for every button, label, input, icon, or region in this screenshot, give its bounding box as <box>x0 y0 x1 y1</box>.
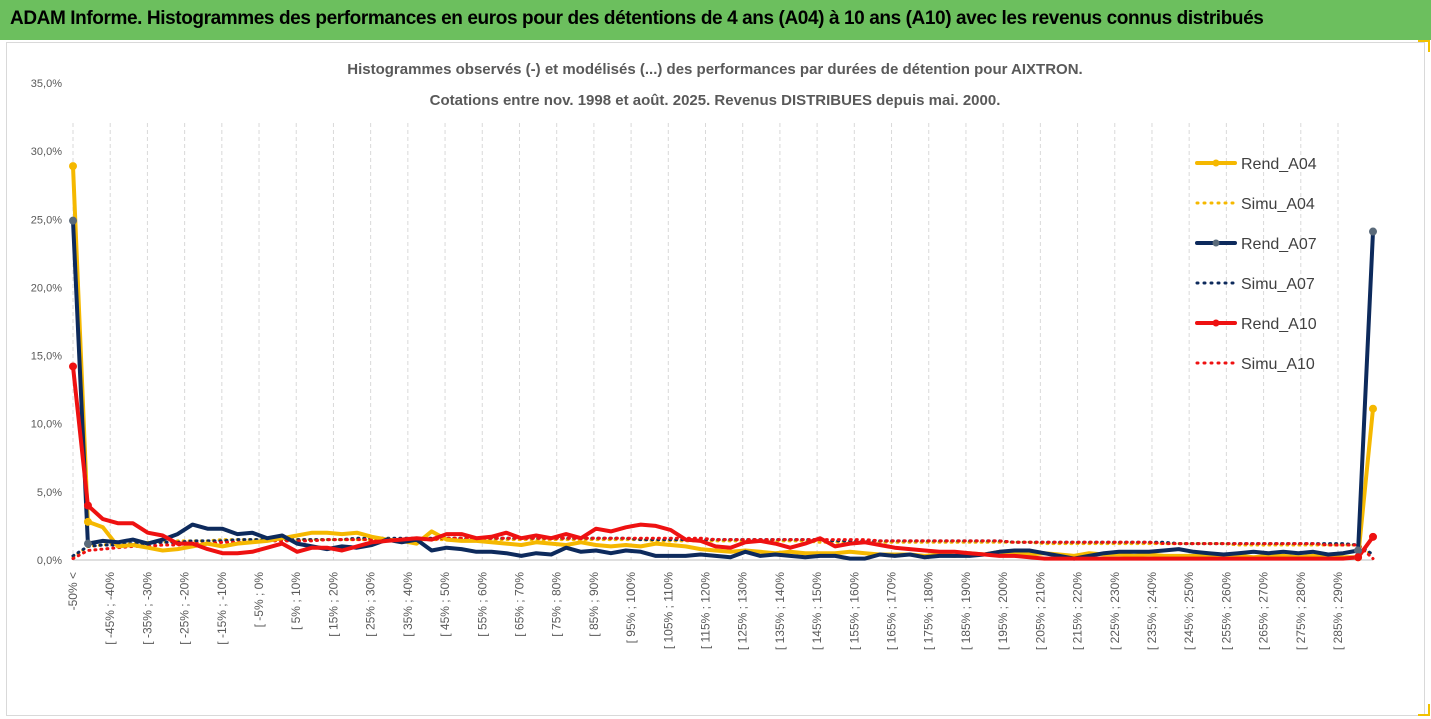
legend: Rend_A04 Simu_A04 Rend_A07 Simu_A07 Rend_A10… <box>1195 156 1317 373</box>
chart-subtitle: Cotations entre nov. 1998 et août. 2025.… <box>430 92 1001 109</box>
report-title: ADAM Informe. Histogrammes des performan… <box>10 8 1264 29</box>
x-tick-label: [ 85% ; 90% <box>587 572 601 637</box>
selection-handle-bottom-right <box>1418 704 1430 716</box>
x-tick-label: [ 55% ; 60% <box>475 572 489 637</box>
x-tick-label: [ 265% ; 270% <box>1257 572 1271 650</box>
x-tick-label: [ 285% ; 290% <box>1331 572 1345 650</box>
x-tick-label: [ 225% ; 230% <box>1108 572 1122 650</box>
x-tick-label: [ 135% ; 140% <box>773 572 787 650</box>
data-point-Rend_A10 <box>69 362 77 371</box>
x-tick-label: [ -45% ; -40% <box>103 572 117 645</box>
x-tick-label: [ 115% ; 120% <box>699 572 713 649</box>
x-tick-label: [ 125% ; 130% <box>736 572 750 650</box>
x-tick-label: [ 205% ; 210% <box>1033 572 1047 650</box>
x-tick-label: [ 165% ; 170% <box>885 572 899 650</box>
y-tick-label: 5,0% <box>37 487 62 499</box>
x-tick-label: -50% < <box>66 572 80 610</box>
chart-text: Histogrammes observés (-) et modélisés (… <box>347 61 1082 109</box>
data-point-Rend_A10 <box>1354 553 1363 562</box>
chart-area: 0,0% 5,0% 10,0% 15,0% 20,0% 25,0% 30,0% 35,0% -5… <box>6 42 1425 716</box>
x-tick-label: [ -25% ; -20% <box>178 572 192 645</box>
x-tick-label: [ 255% ; 260% <box>1219 572 1233 650</box>
x-tick-label: [ 155% ; 160% <box>847 572 861 650</box>
series-line-Simu_A10 <box>71 536 1375 561</box>
x-tick-label: [ 145% ; 150% <box>810 572 824 650</box>
x-tick-label: [ -35% ; -30% <box>140 572 154 645</box>
x-tick-label: [ 75% ; 80% <box>550 572 564 637</box>
x-tick-label: [ -15% ; -10% <box>215 572 229 645</box>
y-tick-label: 25,0% <box>31 214 62 226</box>
legend-label: Rend_A04 <box>1241 156 1317 173</box>
report-banner: ADAM Informe. Histogrammes des performan… <box>0 0 1431 40</box>
legend-label: Rend_A10 <box>1241 316 1317 333</box>
x-tick-label: [ 15% ; 20% <box>326 572 340 637</box>
x-tick-label: [ 275% ; 280% <box>1294 572 1308 650</box>
selection-handle-top-right <box>1418 40 1430 52</box>
data-point-Rend_A07 <box>1354 546 1363 555</box>
y-tick-label: 30,0% <box>31 146 62 158</box>
x-tick-label: [ 95% ; 100% <box>624 572 638 644</box>
legend-label: Simu_A04 <box>1241 196 1315 213</box>
legend-label: Rend_A07 <box>1241 236 1317 253</box>
x-tick-label: [ 105% ; 110% <box>661 572 675 649</box>
axes: 0,0% 5,0% 10,0% 15,0% 20,0% 25,0% 30,0% 35,0% -5… <box>31 78 1373 650</box>
chart-canvas: 0,0% 5,0% 10,0% 15,0% 20,0% 25,0% 30,0% 35,0% -5… <box>31 61 1377 650</box>
data-point-Rend_A07 <box>69 216 77 225</box>
chart-title: Histogrammes observés (-) et modélisés (… <box>347 61 1082 78</box>
plot-series <box>69 162 1377 562</box>
y-tick-label: 10,0% <box>31 419 62 431</box>
series-line-Rend_A04 <box>71 164 1375 560</box>
data-point-Rend_A10 <box>83 501 92 510</box>
x-tick-label: [ -5% ; 0% <box>252 572 266 628</box>
data-point-Rend_A07 <box>83 539 92 548</box>
y-tick-label: 35,0% <box>31 78 62 90</box>
x-tick-label: [ 215% ; 220% <box>1071 572 1085 650</box>
x-tick-label: [ 45% ; 50% <box>438 572 452 637</box>
gridlines <box>72 123 1339 560</box>
x-tick-label: [ 175% ; 180% <box>922 572 936 650</box>
series-line-Rend_A10 <box>71 364 1375 561</box>
data-point-Rend_A07 <box>1369 227 1377 236</box>
legend-label: Simu_A10 <box>1241 356 1315 373</box>
data-point-Rend_A04 <box>83 517 92 526</box>
x-tick-label: [ 195% ; 200% <box>996 572 1010 650</box>
data-point-Rend_A04 <box>69 162 77 171</box>
x-tick-label: [ 5% ; 10% <box>289 572 303 630</box>
y-tick-label: 20,0% <box>31 282 62 294</box>
legend-marker <box>1212 319 1220 327</box>
legend-label: Simu_A07 <box>1241 276 1315 293</box>
legend-marker <box>1212 159 1220 167</box>
x-tick-label: [ 65% ; 70% <box>512 572 526 637</box>
data-point-Rend_A10 <box>1369 532 1377 541</box>
x-tick-label: [ 35% ; 40% <box>401 572 415 637</box>
y-tick-label: 0,0% <box>37 555 62 567</box>
x-tick-label: [ 235% ; 240% <box>1145 572 1159 650</box>
legend-marker <box>1212 239 1220 247</box>
x-tick-label: [ 25% ; 30% <box>364 572 378 637</box>
y-tick-label: 15,0% <box>31 351 62 363</box>
data-point-Rend_A04 <box>1369 404 1377 413</box>
series-line-Rend_A07 <box>71 218 1375 561</box>
x-tick-label: [ 245% ; 250% <box>1182 572 1196 650</box>
x-tick-label: [ 185% ; 190% <box>959 572 973 650</box>
